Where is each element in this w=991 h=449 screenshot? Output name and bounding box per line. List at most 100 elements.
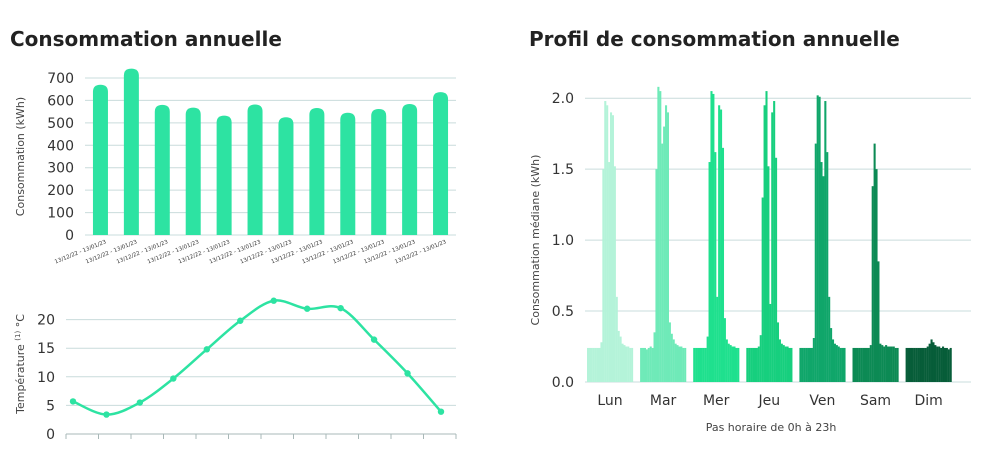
hour-bar	[909, 347, 912, 382]
data-point	[237, 317, 244, 324]
hour-bar	[714, 152, 717, 382]
hour-bar	[672, 339, 675, 382]
y-tick-label: 200	[47, 183, 74, 199]
temperature-line	[72, 299, 442, 416]
hour-bar	[640, 347, 643, 382]
hour-bar	[875, 169, 878, 382]
data-point	[136, 399, 144, 406]
hour-bar	[786, 346, 789, 382]
data-point	[337, 304, 344, 312]
day-label: Mer	[703, 393, 730, 409]
hour-bar	[621, 343, 624, 382]
data-point	[170, 375, 177, 382]
hour-bar	[718, 105, 721, 383]
hour-bar	[915, 347, 918, 382]
data-point	[404, 370, 411, 377]
day-label: Mar	[650, 393, 677, 409]
hour-bar	[879, 343, 882, 382]
y-axis-label-unit: °C	[14, 314, 27, 331]
hour-bar	[858, 347, 861, 382]
hour-bar	[788, 347, 791, 382]
hour-bar	[627, 346, 630, 382]
hour-bar	[592, 347, 595, 382]
hour-bar	[873, 143, 876, 382]
hour-bar	[598, 347, 601, 382]
y-tick-label: 20	[37, 313, 55, 329]
hour-bar	[587, 347, 590, 382]
hour-bar	[943, 347, 946, 382]
hour-bar	[619, 336, 622, 382]
x-tick-label: 13/12/22 - 13/01/23	[240, 239, 294, 265]
hour-bar	[778, 339, 781, 382]
hour-bar	[938, 346, 941, 382]
hour-bar	[643, 347, 646, 382]
hour-bar	[841, 347, 844, 382]
day-label: Lun	[597, 393, 622, 409]
hour-bar	[651, 347, 654, 382]
hour-bar	[920, 347, 923, 382]
hour-bar	[727, 343, 730, 382]
hour-bar	[755, 347, 758, 382]
x-tick-label: 13/12/22 - 13/01/23	[363, 239, 417, 265]
hour-bar	[869, 345, 872, 382]
y-tick-label: 500	[47, 116, 74, 132]
y-tick-label: 100	[47, 206, 74, 222]
hour-bar	[913, 347, 916, 382]
hour-bar	[733, 346, 736, 382]
hour-bar	[682, 347, 685, 382]
hour-bar	[812, 338, 815, 382]
hour-bar	[924, 347, 927, 382]
hour-bar	[647, 347, 650, 382]
hour-bar	[725, 339, 728, 382]
hour-bar	[706, 336, 709, 382]
y-tick-label: 1.5	[552, 162, 574, 178]
hour-bar	[623, 345, 626, 382]
hour-bar	[611, 115, 614, 382]
y-axis-label: Consommation (kWh)	[14, 97, 27, 216]
hour-bar	[803, 347, 806, 382]
hour-bar	[678, 346, 681, 382]
hour-bar	[835, 345, 838, 382]
y-axis-label-main: Température	[14, 341, 27, 415]
y-tick-label: 400	[47, 138, 74, 154]
hour-bar	[940, 347, 943, 382]
hour-bar	[877, 261, 880, 382]
hour-bar	[864, 347, 867, 382]
hour-bar	[606, 105, 609, 383]
hour-bar	[894, 347, 897, 382]
hour-bar	[716, 296, 719, 382]
hour-bar	[737, 347, 740, 382]
x-tick-label: 13/12/22 - 13/01/23	[332, 239, 386, 265]
hour-bar	[892, 346, 895, 382]
hour-bar	[665, 105, 668, 383]
hour-bar	[805, 347, 808, 382]
hour-bar	[885, 345, 888, 382]
bar	[371, 108, 387, 235]
hour-bar	[767, 166, 770, 382]
bar	[123, 68, 139, 235]
hour-bar	[949, 347, 952, 382]
y-axis-label: Consommation médiane (kWh)	[529, 155, 542, 326]
data-point	[203, 346, 211, 353]
bar	[154, 104, 170, 236]
y-tick-label: 1.0	[552, 233, 574, 249]
hour-bar	[700, 347, 703, 382]
hour-bar	[666, 112, 669, 382]
hour-bar	[822, 176, 825, 382]
hour-bar	[833, 343, 836, 382]
x-axis-label: Pas horaire de 0h à 23h	[706, 421, 837, 434]
hour-bar	[860, 347, 863, 382]
hour-bar	[865, 347, 868, 382]
hour-bar	[759, 335, 762, 382]
bar	[216, 115, 232, 235]
hour-bar	[824, 101, 827, 383]
x-tick-label: 13/12/22 - 13/01/23	[116, 239, 170, 265]
hour-bar	[852, 347, 855, 382]
hour-bar	[888, 346, 891, 382]
y-tick-label: 0	[46, 427, 55, 443]
hour-bar	[765, 91, 768, 382]
bar	[185, 107, 201, 235]
hour-bar	[814, 143, 817, 382]
